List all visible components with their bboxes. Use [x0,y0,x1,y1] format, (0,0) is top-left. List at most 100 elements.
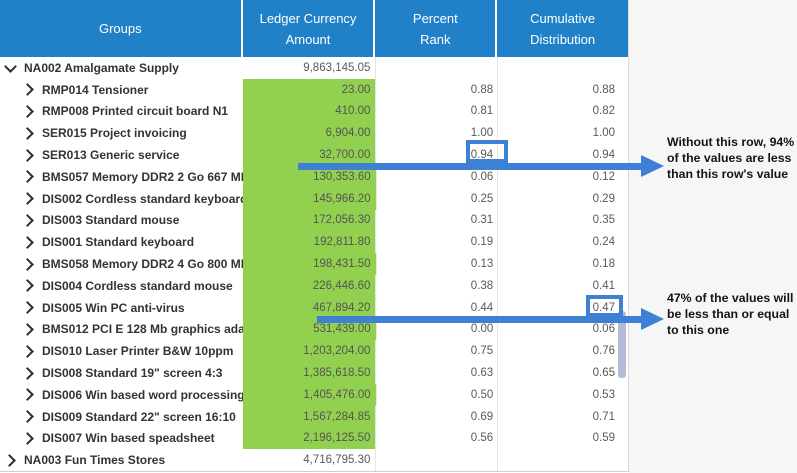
group-cell: DIS006 Win based word processing [0,384,245,406]
amount-cell: 6,904.00 [242,122,376,145]
table-row[interactable]: DIS009 Standard 22" screen 16:10 1,567,28… [0,405,628,428]
percent-rank-cell: 0.63 [375,362,497,384]
group-cell: RMP014 Tensioner [0,79,243,101]
column-header-label-line2: Amount [285,31,331,47]
amount-cell: 4,716,795.30 [303,454,371,467]
amount-cell: 1,405,476.00 [243,383,376,406]
chevron-right-icon[interactable] [21,388,34,402]
arrow-head-icon [641,308,664,330]
chevron-right-icon[interactable] [21,192,34,206]
table-row[interactable]: DIS004 Cordless standard mouse 226,446.60… [0,274,628,297]
percent-rank-cell: 0.06 [375,165,498,188]
table-row[interactable]: RMP014 Tensioner 23.00 0.88 0.88 [0,78,628,101]
cumulative-distribution-cell: 0.59 [497,427,628,450]
chevron-right-icon[interactable] [21,148,34,162]
group-cell: NA003 Fun Times Stores [0,449,243,471]
chevron-down-icon[interactable] [4,60,17,73]
cumulative-distribution-cell [497,57,628,79]
table-row[interactable]: DIS003 Standard mouse 172,056.30 0.31 0.35 [0,209,628,232]
table-body: NA002 Amalgamate Supply 9,863,145.05 RMP01… [0,57,628,472]
cumulative-distribution-cell: 0.94 [497,144,628,166]
amount-cell: 1,203,204.00 [242,340,376,363]
amount-cell: 32,700.00 [242,144,376,166]
column-header-label-line1: Percent [412,10,458,26]
chevron-right-icon[interactable] [21,170,34,184]
column-header-label: Groups [98,21,142,36]
table-row[interactable]: DIS006 Win based word processing 1,405,47… [0,383,628,406]
group-cell: DIS009 Standard 22" screen 16:10 [0,406,243,428]
chevron-right-icon[interactable] [21,366,34,380]
column-header-cumulative-distribution[interactable]: Cumulative Distribution [497,0,628,57]
cumulative-distribution-cell: 0.24 [497,231,628,254]
table-row[interactable]: NA003 Fun Times Stores 4,716,795.30 [0,449,628,472]
percent-rank-cell: 1.00 [375,122,497,145]
chevron-right-icon[interactable] [21,126,34,140]
group-cell: BMS058 Memory DDR2 4 Go 800 MHz [0,253,255,275]
chevron-right-icon[interactable] [21,214,34,227]
chevron-right-icon[interactable] [21,83,34,97]
table-row[interactable]: DIS008 Standard 19" screen 4:3 1,385,618.… [0,362,628,384]
group-cell: DIS003 Standard mouse [0,210,243,232]
chevron-right-icon[interactable] [21,323,34,336]
amount-cell: 23.00 [242,78,376,101]
percent-rank-cell: 0.19 [375,231,497,254]
chevron-right-icon[interactable] [21,279,34,293]
table-row[interactable]: SER015 Project invoicing 6,904.00 1.00 1.00 [0,122,628,145]
percent-rank-cell: 0.94 [375,144,497,166]
table-row[interactable]: RMP008 Printed circuit board N1 410.00 0.8… [0,100,628,123]
chevron-right-icon[interactable] [21,301,34,315]
chevron-right-icon[interactable] [21,105,34,118]
arrow-line-percent-rank [298,163,641,170]
cumulative-distribution-cell: 0.88 [497,78,628,101]
highlight-box-percent-rank-094 [466,140,508,163]
amount-cell: 145,966.20 [243,187,376,210]
chevron-right-icon[interactable] [21,344,34,358]
group-label: BMS012 PCI E 128 Mb graphics adapter [42,322,268,337]
column-header-label-line1: Ledger Currency [259,10,357,26]
table-row[interactable]: DIS002 Cordless standard keyboard 145,966… [0,187,628,210]
column-header-groups[interactable]: Groups [0,0,243,57]
table-row[interactable]: DIS005 Win PC anti-virus 467,894.20 0.44 0.… [0,296,628,319]
percent-rank-cell: 0.69 [375,405,497,428]
table-row[interactable]: DIS007 Win based speadsheet 2,196,125.50 0… [0,427,628,450]
column-header-label-line2: Rank [420,31,451,47]
table-row[interactable]: NA002 Amalgamate Supply 9,863,145.05 [0,57,628,79]
chevron-right-icon[interactable] [3,453,16,467]
group-cell: NA002 Amalgamate Supply [0,57,243,79]
amount-cell: 172,056.30 [242,209,376,232]
amount-cell: 226,446.60 [242,274,376,297]
table-row[interactable]: DIS010 Laser Printer B&W 10ppm 1,203,204.… [0,340,628,363]
annotation-cumulative: 47% of the values will be less than or e… [667,291,794,337]
table-row[interactable]: BMS058 Memory DDR2 4 Go 800 MHz 198,431.5… [0,253,628,275]
group-cell: DIS010 Laser Printer B&W 10ppm [0,340,243,362]
group-label: DIS010 Laser Printer B&W 10ppm [42,344,234,359]
vertical-scrollbar-thumb[interactable] [618,311,626,378]
cumulative-distribution-cell: 0.65 [497,362,628,384]
annotation-background-panel [629,0,797,473]
table-row[interactable]: BMS012 PCI E 128 Mb graphics adapter 531,… [0,318,628,341]
chevron-right-icon[interactable] [21,410,34,424]
percent-rank-cell: 0.13 [375,253,498,275]
chevron-right-icon[interactable] [21,235,34,249]
table-row[interactable]: DIS001 Standard keyboard 192,811.80 0.19 0.… [0,231,628,254]
pivot-table: Groups Ledger Currency Amount Percent Ra… [0,0,629,472]
table-row[interactable]: SER013 Generic service 32,700.00 0.94 0.94 [0,144,628,166]
cumulative-distribution-cell: 1.00 [497,122,628,145]
cumulative-distribution-cell: 0.76 [497,340,628,363]
amount-cell: 9,863,145.05 [303,61,371,74]
percent-rank-cell: 0.44 [375,296,497,319]
percent-rank-cell: 0.25 [375,187,498,210]
chevron-right-icon[interactable] [21,257,34,271]
group-label: SER015 Project invoicing [42,126,187,141]
cumulative-distribution-cell: 0.53 [497,383,628,406]
group-label: BMS057 Memory DDR2 2 Go 667 MHz [42,169,256,184]
chevron-right-icon[interactable] [21,432,34,445]
table-row[interactable]: BMS057 Memory DDR2 2 Go 667 MHz 130,353.6… [0,165,628,188]
column-header-ledger-currency-amount[interactable]: Ledger Currency Amount [243,0,376,57]
group-cell: DIS007 Win based speadsheet [0,428,243,450]
amount-cell: 467,894.20 [242,296,376,319]
percent-rank-cell: 0.81 [375,100,497,123]
column-header-percent-rank[interactable]: Percent Rank [375,0,498,57]
group-label: BMS058 Memory DDR2 4 Go 800 MHz [42,257,256,272]
annotation-percent-rank: Without this row, 94% of the values are … [667,135,795,181]
